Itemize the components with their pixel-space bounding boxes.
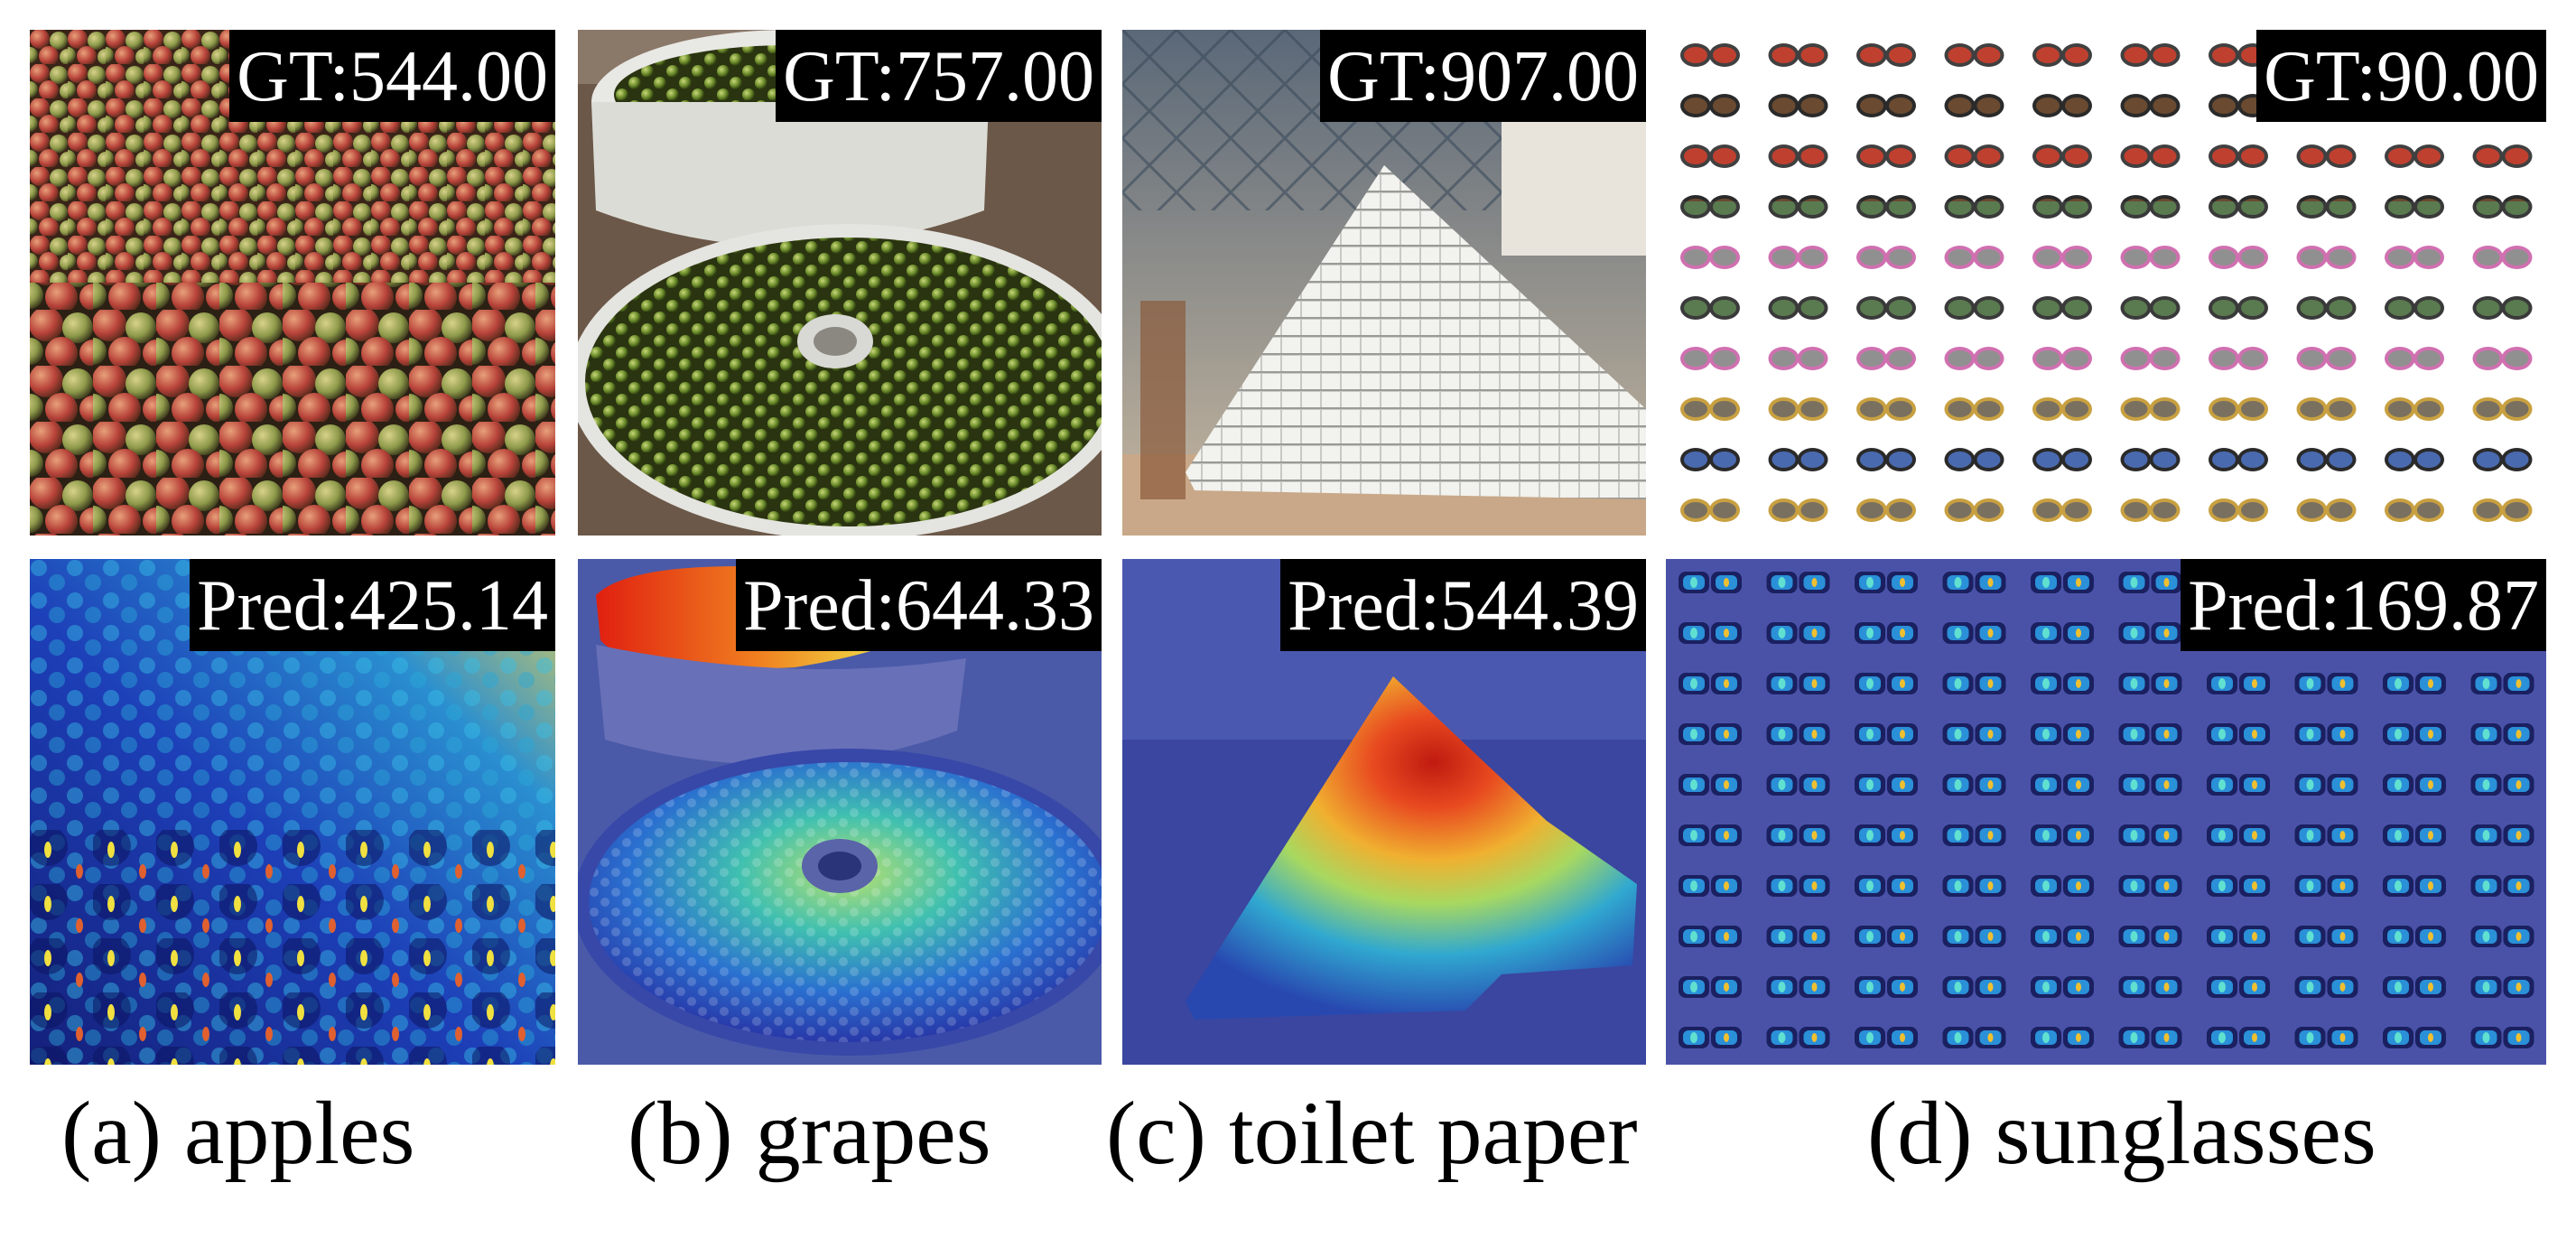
apples-photo: GT:544.00: [30, 30, 555, 536]
panel-caption-apples: (a) apples: [61, 1083, 415, 1183]
pred-count-label: Pred:169.87: [2181, 559, 2546, 651]
gt-count-label: GT:90.00: [2256, 30, 2546, 122]
pred-count-label: Pred:644.33: [736, 559, 1102, 651]
gt-count-label: GT:544.00: [229, 30, 555, 122]
toilet-paper-photo: GT:907.00: [1122, 30, 1646, 536]
panel-caption-grapes: (b) grapes: [628, 1083, 991, 1183]
gt-count-label: GT:907.00: [1320, 30, 1646, 122]
pred-count-label: Pred:544.39: [1280, 559, 1646, 651]
panel-caption-toilet-paper: (c) toilet paper: [1106, 1083, 1638, 1183]
pred-count-label: Pred:425.14: [190, 559, 555, 651]
sunglasses-photo: GT:90.00: [1666, 30, 2546, 536]
gt-count-label: GT:757.00: [776, 30, 1102, 122]
grapes-photo: GT:757.00: [578, 30, 1102, 536]
apples-density-map: Pred:425.14: [30, 559, 555, 1065]
toilet-paper-density-map: Pred:544.39: [1122, 559, 1646, 1065]
sunglasses-density-map: Pred:169.87: [1666, 559, 2546, 1065]
panel-caption-sunglasses: (d) sunglasses: [1867, 1083, 2376, 1183]
grapes-density-map: Pred:644.33: [578, 559, 1102, 1065]
